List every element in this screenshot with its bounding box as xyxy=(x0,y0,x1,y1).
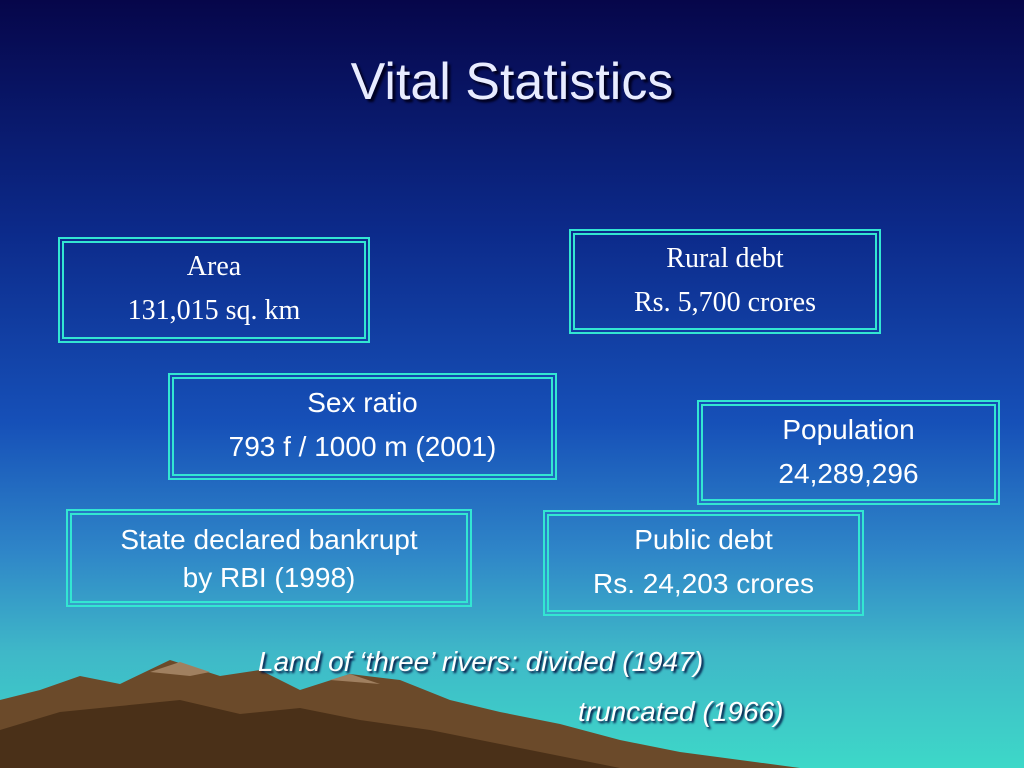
box-value: 24,289,296 xyxy=(778,458,919,489)
footer-line: truncated (1966) xyxy=(578,696,784,727)
box-value: 131,015 sq. km xyxy=(127,295,301,326)
footer-line: Land of ‘three’ rivers: divided (1947) xyxy=(258,646,704,677)
box-label: Population xyxy=(782,414,915,445)
stat-box: State declared bankrupt by RBI (1998) xyxy=(66,509,472,607)
box-label: State declared bankrupt xyxy=(120,524,418,555)
stat-box: Area 131,015 sq. km xyxy=(58,237,370,343)
box-value: 793 f / 1000 m (2001) xyxy=(228,431,497,462)
stat-box: Sex ratio 793 f / 1000 m (2001) xyxy=(168,373,557,480)
box-label: Public debt xyxy=(634,524,773,555)
stat-box: Rural debt Rs. 5,700 crores xyxy=(569,229,881,334)
stat-box: Population 24,289,296 xyxy=(697,400,1000,505)
box-value: Rs. 24,203 crores xyxy=(593,568,814,599)
stat-box: Public debt Rs. 24,203 crores xyxy=(543,510,864,616)
slide-title: Vital Statistics xyxy=(350,53,674,111)
box-value: by RBI (1998) xyxy=(182,562,356,593)
box-label: Area xyxy=(186,251,242,282)
box-label: Rural debt xyxy=(666,243,784,274)
box-label: Sex ratio xyxy=(307,387,418,418)
box-value: Rs. 5,700 crores xyxy=(634,287,816,318)
